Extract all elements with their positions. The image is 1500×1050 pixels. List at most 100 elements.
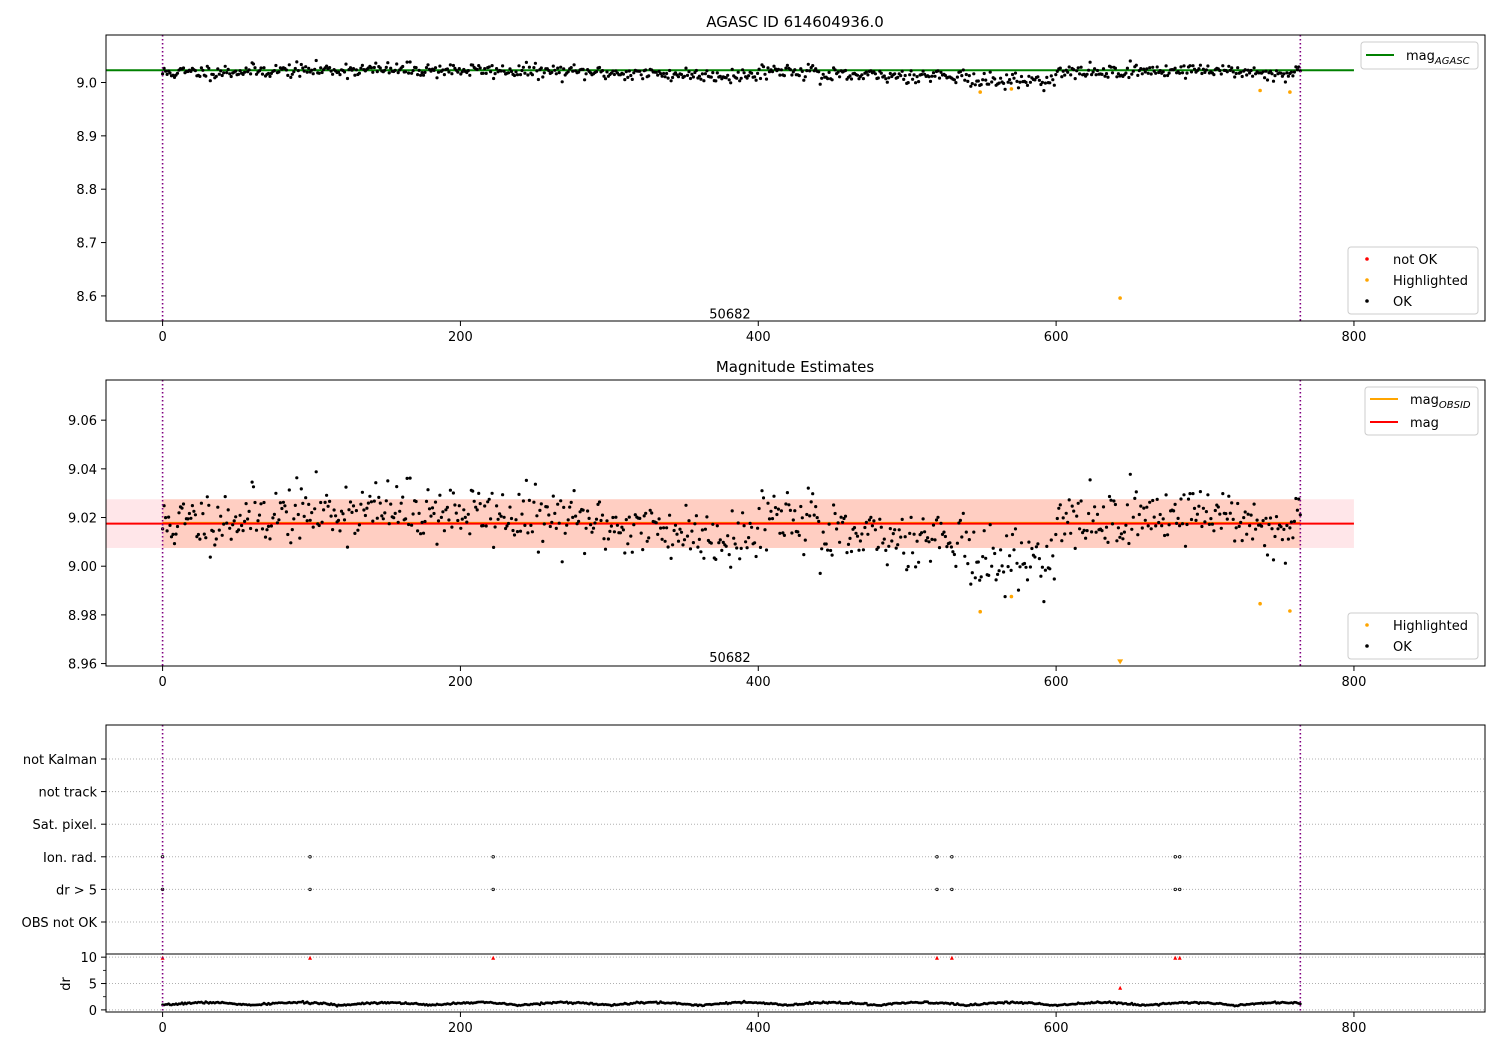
- data-point-ok: [642, 514, 646, 518]
- data-point-ok: [314, 470, 318, 474]
- data-point-ok: [1091, 519, 1095, 523]
- data-point-ok: [164, 69, 168, 73]
- data-point-ok: [682, 74, 687, 78]
- data-point-ok: [1221, 64, 1225, 68]
- data-point-ok: [192, 509, 196, 513]
- data-point-ok: [1019, 74, 1024, 79]
- data-point-ok: [565, 523, 569, 527]
- data-point-ok: [824, 542, 828, 546]
- data-point-ok: [990, 564, 994, 568]
- data-point-ok: [1137, 512, 1141, 517]
- data-point-ok: [800, 69, 804, 73]
- data-point-ok: [357, 71, 361, 75]
- data-point-ok: [225, 521, 229, 525]
- data-point-ok: [1022, 561, 1027, 566]
- data-point-ok: [286, 532, 290, 537]
- data-point-ok: [342, 70, 347, 74]
- dr-clipped-marker: [1118, 985, 1123, 990]
- data-point-ok: [1130, 72, 1134, 76]
- data-point-ok: [675, 532, 679, 536]
- data-point-ok: [351, 67, 356, 71]
- data-point-ok: [1248, 71, 1252, 75]
- data-point-ok: [735, 546, 739, 550]
- data-point-ok: [1207, 522, 1211, 527]
- data-point-ok: [223, 495, 227, 499]
- data-point-ok: [1060, 539, 1064, 543]
- data-point-ok: [161, 72, 165, 76]
- data-point-ok: [1113, 66, 1117, 70]
- data-point-ok: [1076, 66, 1080, 70]
- data-point-ok: [1189, 517, 1194, 522]
- data-point-ok: [241, 529, 245, 533]
- dr-point: [301, 999, 305, 1003]
- data-point-ok: [356, 528, 360, 532]
- data-point-ok: [1271, 558, 1276, 562]
- data-point-ok: [427, 507, 432, 511]
- data-point-ok: [562, 505, 566, 509]
- data-point-ok: [602, 74, 606, 78]
- data-point-ok: [481, 524, 485, 528]
- data-point-ok: [927, 540, 931, 544]
- data-point-ok: [492, 545, 496, 550]
- data-point-ok: [812, 513, 816, 517]
- data-point-ok: [1239, 520, 1243, 525]
- data-point-ok: [363, 513, 367, 518]
- data-point-ok: [506, 521, 511, 526]
- data-point-ok: [748, 521, 752, 526]
- data-point-ok: [864, 70, 869, 74]
- legend-label: mag: [1410, 416, 1439, 431]
- data-point-ok: [1273, 534, 1277, 539]
- data-point-ok: [594, 517, 599, 521]
- data-point-ok: [1292, 70, 1296, 74]
- data-point-ok: [909, 69, 913, 73]
- data-point-ok: [559, 65, 563, 69]
- data-point-ok: [296, 69, 300, 73]
- data-point-ok: [1291, 74, 1295, 78]
- data-point-ok: [1212, 73, 1216, 77]
- data-point-ok: [920, 531, 924, 535]
- data-point-ok: [283, 504, 287, 508]
- data-point-ok: [928, 559, 933, 563]
- data-point-ok: [365, 506, 369, 510]
- data-point-ok: [1291, 536, 1295, 540]
- data-point-ok: [1191, 64, 1195, 68]
- data-point-ok: [1246, 68, 1250, 72]
- data-point-ok: [679, 530, 684, 534]
- data-point-ok: [718, 538, 722, 542]
- data-point-ok: [1049, 538, 1053, 542]
- data-point-ok: [502, 515, 506, 519]
- data-point-ok: [231, 523, 235, 527]
- data-point-ok: [1172, 509, 1176, 513]
- data-point-ok: [1280, 538, 1284, 542]
- x-tick-label: 200: [448, 675, 473, 690]
- data-point-ok: [1243, 510, 1247, 514]
- data-point-ok: [299, 487, 303, 491]
- data-point-ok: [858, 539, 863, 543]
- data-point-ok: [250, 480, 254, 484]
- data-point-ok: [380, 514, 384, 518]
- data-point-ok: [1161, 517, 1165, 521]
- data-point-ok: [937, 76, 942, 80]
- data-point-ok: [1139, 504, 1143, 508]
- data-point-ok: [678, 527, 682, 531]
- data-point-ok: [906, 81, 910, 85]
- data-point-highlighted: [1288, 609, 1292, 613]
- data-point-ok: [527, 498, 532, 502]
- data-point-ok: [1131, 69, 1135, 73]
- data-point-ok: [411, 69, 415, 73]
- data-point-ok: [1240, 74, 1244, 79]
- data-point-ok: [1036, 75, 1040, 79]
- data-point-ok: [472, 499, 476, 503]
- data-point-ok: [477, 64, 481, 68]
- data-point-ok: [237, 528, 241, 532]
- data-point-ok: [289, 75, 293, 79]
- data-point-ok: [602, 537, 606, 541]
- data-point-ok: [460, 517, 464, 521]
- data-point-ok: [1072, 509, 1076, 513]
- data-point-ok: [711, 522, 715, 526]
- data-point-ok: [763, 528, 767, 532]
- data-point-ok: [976, 79, 980, 83]
- data-point-ok: [369, 500, 373, 504]
- data-point-ok: [600, 69, 605, 73]
- data-point-ok: [229, 537, 233, 541]
